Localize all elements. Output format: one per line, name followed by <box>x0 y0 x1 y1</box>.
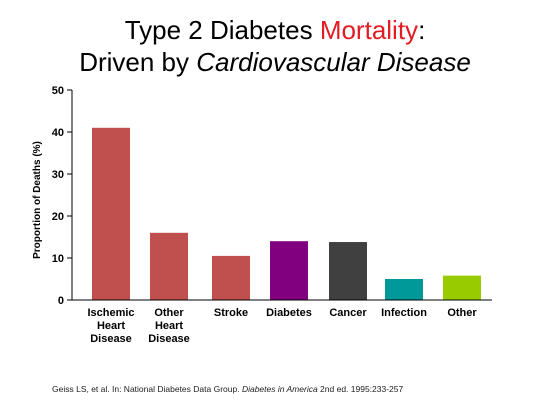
category-label-6-0: Other <box>447 307 477 319</box>
y-tick-label-40: 40 <box>52 127 64 139</box>
category-label-4-0: Cancer <box>329 307 367 319</box>
bar-3 <box>270 241 308 300</box>
bar-5 <box>385 279 423 300</box>
title-accent-word: Mortality <box>319 15 419 45</box>
source-italic: Diabetes in America <box>241 384 318 394</box>
bar-2 <box>212 255 250 300</box>
y-tick-label-50: 50 <box>52 85 64 97</box>
title-line-2-prefix: Driven by <box>79 47 197 77</box>
category-label-0-0: Ischemic <box>87 307 134 319</box>
y-axis-label: Proportion of Deaths (%) <box>32 141 43 259</box>
title-line-1-prefix: Type 2 Diabetes <box>124 15 320 45</box>
category-label-1-1: Heart <box>155 320 183 332</box>
title-line-1: Type 2 Diabetes Mortality: <box>0 14 550 46</box>
category-label-1-2: Disease <box>148 333 190 345</box>
category-label-3-0: Diabetes <box>266 307 312 319</box>
chart-title: Type 2 Diabetes Mortality: Driven by Car… <box>0 14 550 78</box>
bar-4 <box>329 242 367 300</box>
category-label-1-0: Other <box>154 307 184 319</box>
category-label-0-1: Heart <box>97 320 125 332</box>
source-prefix: Geiss LS, et al. In: National Diabetes D… <box>52 384 242 394</box>
y-tick-label-30: 30 <box>52 169 64 181</box>
title-line-1-suffix: : <box>418 15 426 45</box>
y-tick-label-0: 0 <box>58 295 64 307</box>
category-label-2-0: Stroke <box>214 307 248 319</box>
source-citation: Geiss LS, et al. In: National Diabetes D… <box>52 384 403 394</box>
source-suffix: 2nd ed. 1995:233-257 <box>317 384 404 394</box>
category-label-5-0: Infection <box>381 307 427 319</box>
title-line-2-italic: Cardiovascular Disease <box>196 47 471 77</box>
title-line-2: Driven by Cardiovascular Disease <box>0 46 550 78</box>
bar-0 <box>92 127 130 300</box>
bar-6 <box>443 275 481 300</box>
y-tick-label-20: 20 <box>52 211 64 223</box>
bar-1 <box>150 232 188 300</box>
y-tick-label-10: 10 <box>52 253 64 265</box>
category-label-0-2: Disease <box>90 333 132 345</box>
